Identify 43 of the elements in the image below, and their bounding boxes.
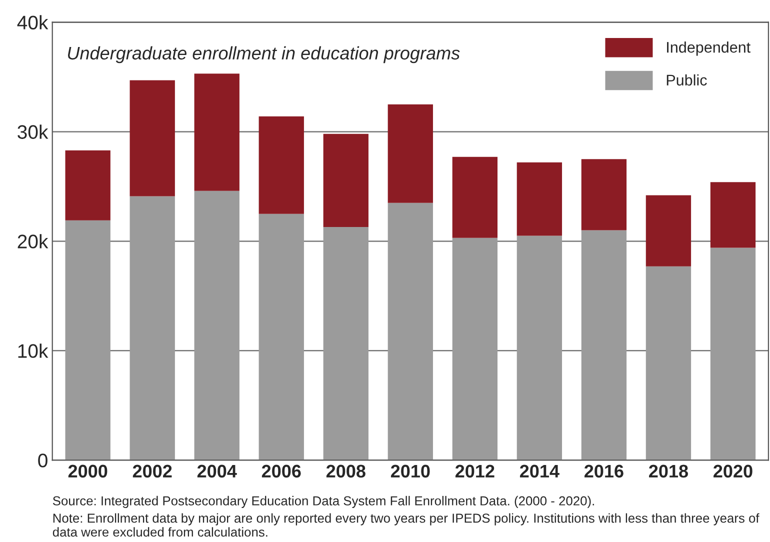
bar xyxy=(710,248,756,460)
bar xyxy=(194,74,240,191)
text: Note: Enrollment data by major are only reported every two years per IPEDS policy. Institutions with less than three years of data were excluded from calculations. xyxy=(52,513,760,537)
y-tick-label: 0 xyxy=(38,454,48,468)
bar xyxy=(194,190,240,460)
text: Undergraduate enrollment in education programs xyxy=(68,46,460,64)
bar xyxy=(581,159,627,230)
bar xyxy=(65,220,110,460)
x-tick-label: 2002 xyxy=(132,464,172,478)
bar xyxy=(516,162,562,236)
bar xyxy=(130,196,175,460)
y-tick-label: 10k xyxy=(18,344,48,358)
y-tick-label: 20k xyxy=(18,234,48,248)
x-tick-label: 2008 xyxy=(326,464,366,478)
bar xyxy=(323,226,368,460)
bar xyxy=(258,116,304,214)
x-tick-label: 2012 xyxy=(455,464,494,478)
legend-label: Public xyxy=(666,74,707,86)
x-tick-label: 2004 xyxy=(197,464,237,478)
y-tick-label: 30k xyxy=(18,124,48,139)
bar xyxy=(646,195,692,266)
x-tick-label: 2018 xyxy=(649,464,688,478)
x-tick-label: 2006 xyxy=(262,464,301,478)
bar xyxy=(452,156,498,238)
bar xyxy=(452,238,498,460)
x-tick-label: 2000 xyxy=(68,464,108,478)
x-tick-label: 2020 xyxy=(714,464,752,478)
bar xyxy=(258,214,304,460)
bar xyxy=(388,104,433,203)
bar xyxy=(581,230,627,460)
x-tick-label: 2010 xyxy=(390,464,430,478)
bar xyxy=(65,150,110,220)
x-tick-label: 2016 xyxy=(584,464,624,478)
y-tick-label: 40k xyxy=(17,15,48,30)
bar xyxy=(130,80,175,196)
bar xyxy=(646,266,692,460)
source-note: Source: Integrated Postsecondary Education Data System Fall Enrollment Data. (2000 - 2020). xyxy=(52,496,594,508)
bar xyxy=(710,182,756,248)
legend-label: Independent xyxy=(667,42,750,56)
bar xyxy=(388,202,433,460)
bar xyxy=(516,236,562,460)
bar xyxy=(323,134,368,227)
x-tick-label: 2014 xyxy=(520,464,560,478)
